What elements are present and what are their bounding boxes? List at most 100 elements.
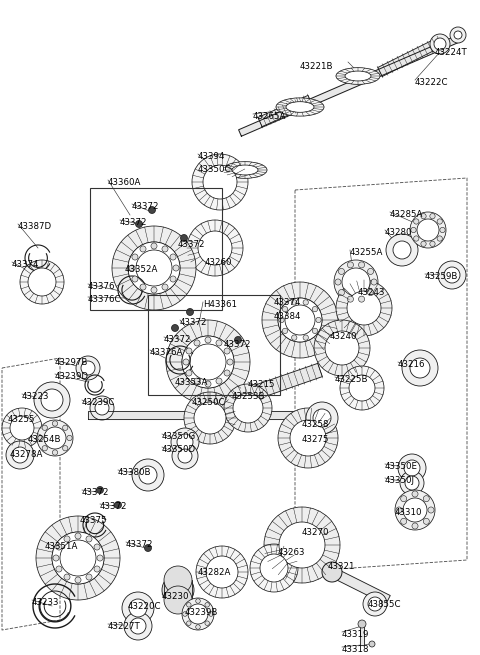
- Text: 43255: 43255: [8, 415, 36, 424]
- Circle shape: [359, 262, 365, 268]
- Circle shape: [187, 309, 193, 316]
- Circle shape: [227, 359, 233, 365]
- Text: 43321: 43321: [328, 562, 356, 571]
- Circle shape: [279, 317, 284, 323]
- Circle shape: [182, 336, 234, 388]
- Circle shape: [235, 337, 241, 343]
- Circle shape: [396, 507, 402, 513]
- Circle shape: [130, 618, 146, 634]
- Circle shape: [94, 544, 100, 550]
- Circle shape: [186, 370, 192, 376]
- Circle shape: [250, 544, 298, 592]
- Text: 43350D: 43350D: [162, 445, 196, 454]
- Text: 43387D: 43387D: [18, 222, 52, 231]
- Circle shape: [144, 544, 152, 552]
- Circle shape: [414, 236, 419, 241]
- Circle shape: [347, 291, 381, 325]
- Text: 43319: 43319: [342, 630, 370, 639]
- Circle shape: [60, 540, 96, 576]
- Circle shape: [224, 384, 272, 432]
- Circle shape: [316, 317, 321, 323]
- Circle shape: [348, 296, 353, 302]
- Circle shape: [338, 269, 345, 274]
- Circle shape: [129, 265, 135, 271]
- Circle shape: [428, 507, 434, 513]
- Circle shape: [44, 427, 66, 449]
- Circle shape: [64, 574, 70, 580]
- Circle shape: [278, 408, 338, 468]
- Circle shape: [180, 234, 188, 242]
- Circle shape: [52, 421, 58, 426]
- Circle shape: [10, 416, 34, 440]
- Circle shape: [183, 359, 189, 365]
- Bar: [90, 188, 222, 310]
- Text: 43239C: 43239C: [82, 398, 115, 407]
- Circle shape: [196, 599, 200, 603]
- Circle shape: [335, 279, 341, 285]
- Circle shape: [371, 279, 377, 285]
- Circle shape: [260, 554, 288, 582]
- Circle shape: [135, 221, 143, 227]
- Circle shape: [440, 227, 445, 233]
- Circle shape: [12, 447, 28, 463]
- Circle shape: [28, 268, 56, 296]
- Text: 43376A: 43376A: [150, 348, 183, 357]
- Polygon shape: [330, 567, 390, 605]
- Text: 43280: 43280: [385, 228, 412, 237]
- Circle shape: [262, 282, 338, 358]
- Ellipse shape: [286, 102, 314, 112]
- Text: 43215: 43215: [248, 380, 276, 389]
- Text: 43259B: 43259B: [425, 272, 458, 281]
- Text: 43282A: 43282A: [198, 568, 231, 577]
- Circle shape: [306, 402, 338, 434]
- Circle shape: [52, 532, 104, 584]
- Text: 43352A: 43352A: [125, 265, 158, 274]
- Circle shape: [62, 445, 68, 451]
- Text: 43260: 43260: [205, 258, 232, 267]
- Circle shape: [183, 612, 187, 616]
- Circle shape: [312, 307, 318, 312]
- Circle shape: [393, 241, 411, 259]
- Text: 43384: 43384: [274, 312, 301, 321]
- Text: 43375: 43375: [80, 516, 108, 525]
- Circle shape: [338, 290, 345, 295]
- Text: 43239D: 43239D: [55, 372, 89, 381]
- Text: H43361: H43361: [203, 300, 237, 309]
- Circle shape: [421, 214, 426, 219]
- Text: 43372: 43372: [224, 340, 252, 349]
- Text: 43223: 43223: [22, 392, 49, 401]
- Polygon shape: [88, 411, 295, 419]
- Circle shape: [403, 498, 427, 522]
- Text: 43263: 43263: [278, 548, 305, 557]
- Circle shape: [368, 290, 373, 295]
- Circle shape: [411, 227, 416, 233]
- Circle shape: [402, 350, 438, 386]
- Text: 43372: 43372: [178, 240, 205, 249]
- Polygon shape: [258, 96, 312, 126]
- Circle shape: [76, 356, 100, 380]
- Circle shape: [151, 243, 157, 249]
- Text: 43253B: 43253B: [232, 392, 265, 401]
- Circle shape: [171, 428, 199, 456]
- Circle shape: [349, 375, 375, 401]
- Circle shape: [434, 38, 446, 50]
- Text: 43350G: 43350G: [162, 432, 196, 441]
- Circle shape: [205, 381, 211, 387]
- Circle shape: [86, 536, 92, 542]
- Circle shape: [56, 566, 62, 572]
- Circle shape: [95, 401, 109, 415]
- Circle shape: [405, 476, 419, 490]
- Circle shape: [171, 324, 179, 331]
- Polygon shape: [246, 364, 322, 402]
- Circle shape: [148, 206, 156, 214]
- Circle shape: [285, 305, 315, 335]
- Circle shape: [322, 562, 342, 582]
- Text: 43372: 43372: [100, 502, 128, 511]
- Circle shape: [404, 460, 420, 476]
- Text: 43265A: 43265A: [253, 112, 287, 121]
- Text: 43225B: 43225B: [335, 375, 369, 384]
- Circle shape: [205, 603, 209, 607]
- Text: 43310: 43310: [395, 508, 422, 517]
- Circle shape: [67, 436, 72, 441]
- Circle shape: [206, 556, 238, 588]
